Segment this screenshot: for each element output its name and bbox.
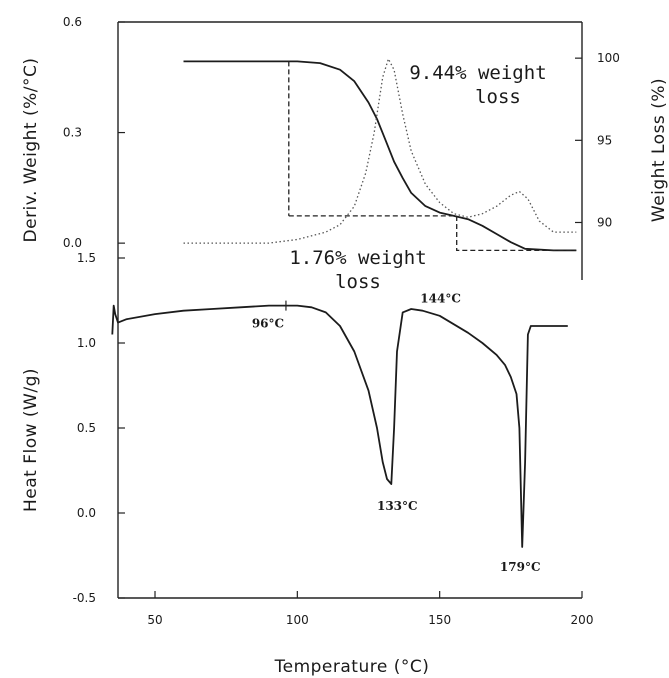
x-tick-label: 200 bbox=[571, 613, 594, 627]
bottom-left-tick-label: 0.5 bbox=[77, 421, 96, 435]
bottom-left-tick-label: 1.0 bbox=[77, 336, 96, 350]
peak-label: 133°C bbox=[377, 499, 418, 513]
bottom-left-tick-label: -0.5 bbox=[73, 591, 96, 605]
top-left-tick-label: 0.0 bbox=[63, 236, 82, 250]
bottom-left-axis-title: Heat Flow (W/g) bbox=[21, 368, 41, 512]
x-tick-label: 150 bbox=[428, 613, 451, 627]
plot-frames bbox=[117, 21, 583, 599]
top-panel-weight: 0.6 0.3 0.0 100 95 90 bbox=[63, 15, 620, 252]
dashed-guide-line-2 bbox=[288, 215, 577, 252]
right-tick-label: 90 bbox=[597, 215, 612, 229]
peak-label: 179°C bbox=[500, 560, 541, 574]
x-axis-title: Temperature (°C) bbox=[274, 657, 430, 677]
right-axis-title: Weight Loss (%) bbox=[649, 78, 669, 222]
weight-loss-series-line bbox=[183, 60, 577, 252]
top-left-tick-label: 0.3 bbox=[63, 126, 82, 140]
annotation-944-line1: 9.44% weight bbox=[409, 62, 546, 84]
bottom-panel-heat-flow: 1.5 1.0 0.5 0.0 -0.5 50 100 150 200 96°C 144°C 133°… bbox=[73, 251, 594, 627]
annotation-176-line2: loss bbox=[335, 271, 381, 293]
top-left-axis-title: Deriv. Weight (%/°C) bbox=[21, 58, 41, 243]
right-tick-label: 100 bbox=[597, 51, 620, 65]
bottom-left-tick-label: 0.0 bbox=[77, 506, 96, 520]
annotation-944-line2: loss bbox=[475, 86, 521, 108]
peak-label: 96°C bbox=[252, 317, 284, 331]
top-left-tick-label: 0.6 bbox=[63, 15, 82, 29]
right-tick-label: 95 bbox=[597, 133, 612, 147]
annotation-176-line1: 1.76% weight bbox=[289, 247, 426, 269]
heat-flow-series-line bbox=[111, 304, 568, 548]
x-tick-label: 50 bbox=[147, 613, 162, 627]
peak-label: 144°C bbox=[420, 292, 461, 306]
bottom-left-tick-label: 1.5 bbox=[77, 251, 96, 265]
x-tick-label: 100 bbox=[286, 613, 309, 627]
